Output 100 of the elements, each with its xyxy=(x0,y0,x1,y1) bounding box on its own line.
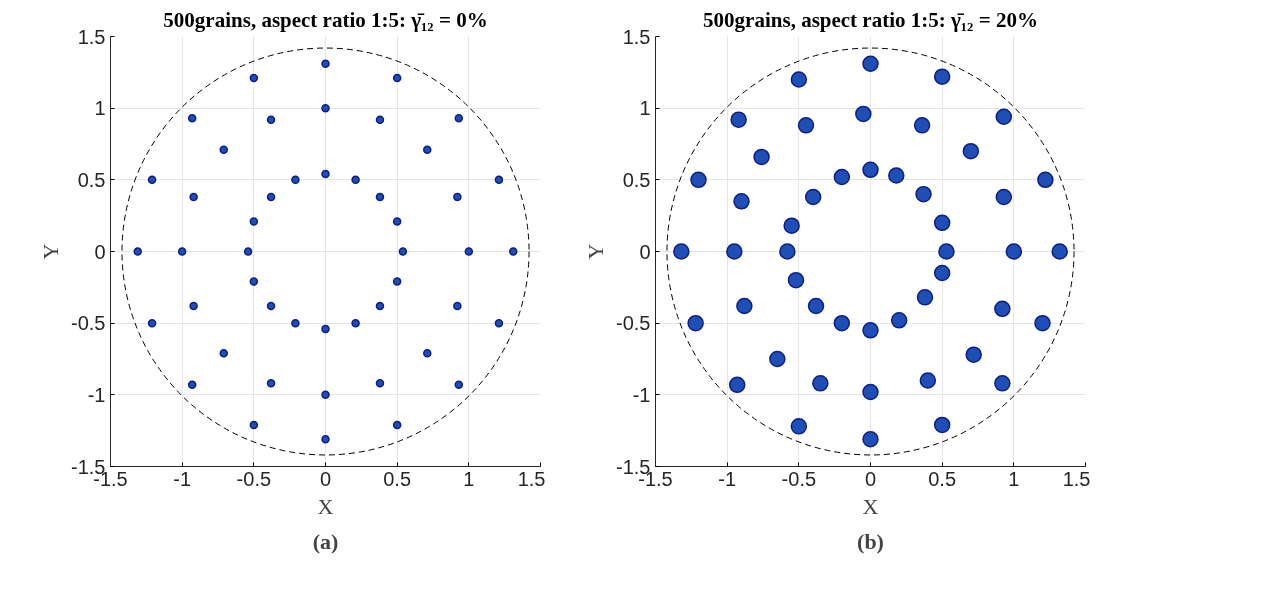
x-axis-title: X xyxy=(317,493,334,519)
y-tick-label: -0.5 xyxy=(616,312,651,335)
x-tick-label: 0 xyxy=(319,467,332,490)
x-tick-label: -1 xyxy=(173,467,192,490)
point xyxy=(812,375,829,392)
x-tick-label: 1.5 xyxy=(1062,467,1091,490)
y-axis-title: Y xyxy=(38,243,64,260)
point xyxy=(392,217,402,226)
x-axis-title: X xyxy=(862,493,879,519)
point xyxy=(249,73,259,83)
x-tick-label: -0.5 xyxy=(236,467,272,490)
point xyxy=(862,431,879,448)
point xyxy=(728,376,746,394)
point xyxy=(291,175,300,185)
point xyxy=(351,175,360,185)
x-tick-label: 0.5 xyxy=(928,467,957,490)
point xyxy=(933,264,951,282)
y-tick-label: 1 xyxy=(639,97,651,120)
point xyxy=(687,314,704,332)
point xyxy=(509,247,518,256)
point xyxy=(351,318,360,328)
point xyxy=(919,372,937,389)
y-axis-title: Y xyxy=(583,243,609,260)
point xyxy=(790,418,808,435)
point xyxy=(266,379,276,388)
x-tick-label: -1 xyxy=(718,467,737,490)
point xyxy=(855,105,872,123)
point xyxy=(291,318,300,328)
point xyxy=(398,247,408,256)
point xyxy=(807,297,825,315)
point xyxy=(189,192,198,202)
point xyxy=(915,185,932,203)
point xyxy=(321,435,330,444)
chart-title: 500grains, aspect ratio 1:5: γ̄₁₂ = 20% xyxy=(703,7,1038,32)
point xyxy=(454,113,464,123)
y-tick-label: 1.5 xyxy=(77,25,106,48)
point xyxy=(133,247,142,256)
point xyxy=(266,301,276,311)
point xyxy=(423,145,432,154)
point xyxy=(321,324,330,334)
point xyxy=(730,111,747,128)
point xyxy=(938,243,955,260)
point xyxy=(266,115,276,124)
point xyxy=(187,380,197,390)
point xyxy=(266,192,276,202)
point xyxy=(862,55,879,72)
point xyxy=(779,243,796,260)
x-tick-label: 1 xyxy=(463,467,475,490)
point xyxy=(690,171,707,189)
point xyxy=(797,117,815,134)
point xyxy=(464,247,474,256)
point xyxy=(375,301,385,311)
point xyxy=(965,346,982,363)
point xyxy=(219,349,228,358)
point xyxy=(833,168,851,186)
point xyxy=(392,73,402,83)
point xyxy=(1005,243,1023,260)
point xyxy=(933,214,951,232)
x-tick-label: 1 xyxy=(1008,467,1020,490)
point xyxy=(321,59,330,68)
point xyxy=(147,175,157,185)
point xyxy=(736,297,753,315)
point xyxy=(454,380,464,390)
point xyxy=(933,68,951,85)
y-tick-label: 0.5 xyxy=(622,168,651,191)
point xyxy=(888,167,905,184)
point xyxy=(962,142,980,160)
point xyxy=(375,192,385,202)
text: (b) xyxy=(857,528,884,554)
point xyxy=(995,188,1013,206)
point xyxy=(392,420,402,430)
point xyxy=(321,390,330,400)
y-tick-label: -1 xyxy=(87,383,106,406)
point xyxy=(187,113,197,123)
point xyxy=(453,192,462,202)
point xyxy=(1051,243,1068,260)
y-tick-label: -1 xyxy=(632,383,651,406)
x-tick-label: 0 xyxy=(864,467,877,490)
y-tick-label: 0 xyxy=(94,240,106,263)
point xyxy=(177,247,187,256)
point xyxy=(804,188,822,206)
point xyxy=(862,161,879,179)
point xyxy=(392,277,402,286)
point xyxy=(321,103,330,113)
point xyxy=(994,300,1011,318)
point xyxy=(726,243,743,260)
point xyxy=(1034,314,1051,332)
point xyxy=(994,375,1011,392)
point xyxy=(862,322,879,339)
chart-title: 500grains, aspect ratio 1:5: γ̄₁₂ = 0% xyxy=(163,7,488,32)
point xyxy=(933,416,951,434)
point xyxy=(375,115,385,124)
point xyxy=(321,169,330,179)
y-tick-label: 1.5 xyxy=(622,25,651,48)
point xyxy=(243,247,253,256)
x-tick-label: 1.5 xyxy=(517,467,546,490)
point xyxy=(783,217,800,234)
point xyxy=(375,379,385,388)
y-tick-label: 1 xyxy=(94,97,106,120)
point xyxy=(1037,171,1054,189)
